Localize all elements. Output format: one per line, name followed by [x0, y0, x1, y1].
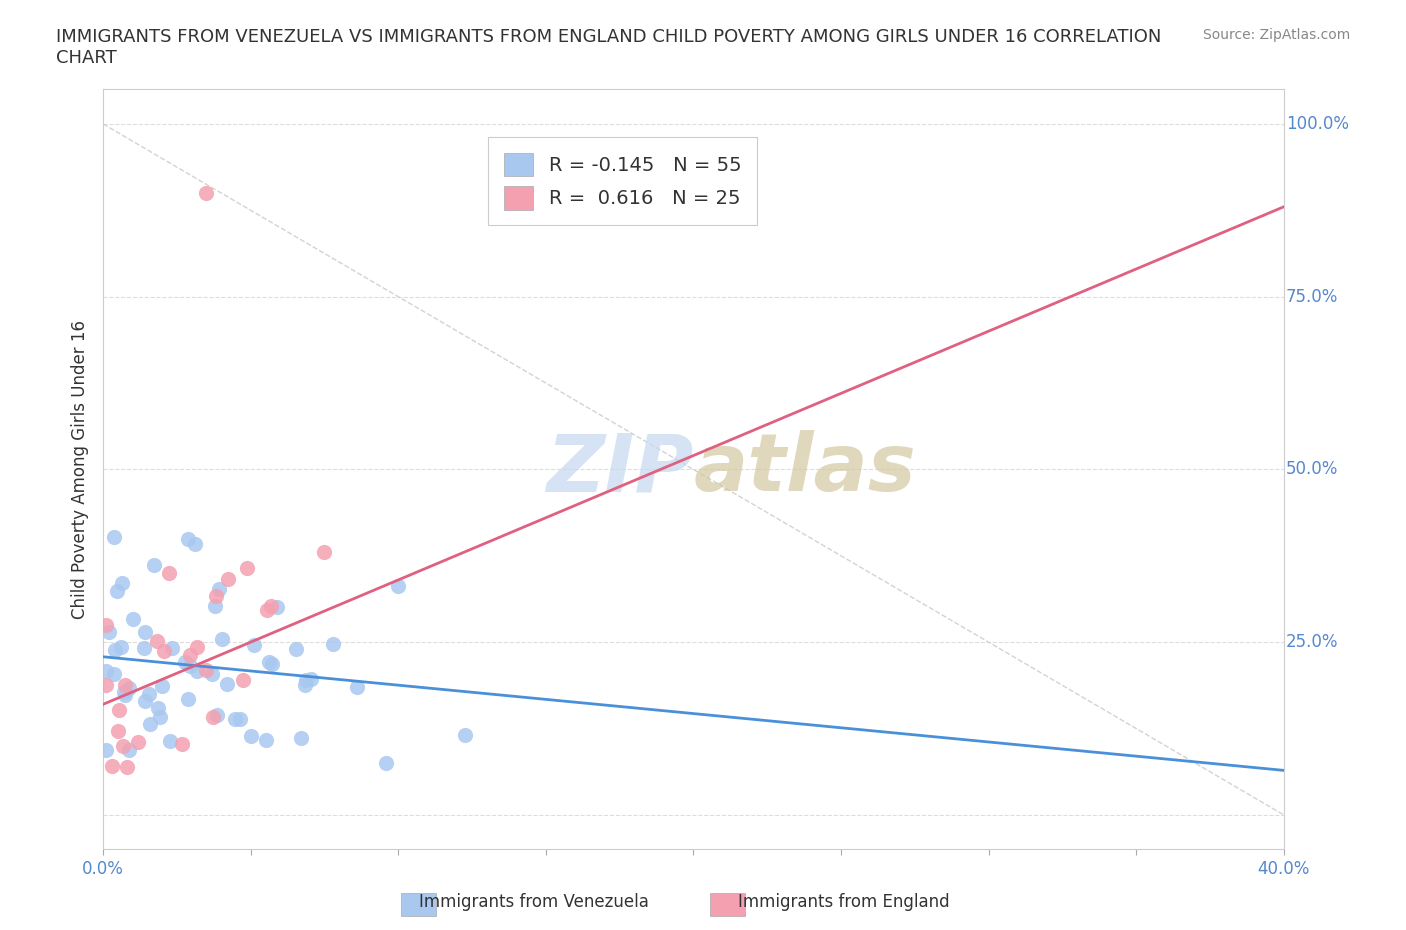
Point [114, 688, 136, 703]
Legend: R = -0.145   N = 55, R =  0.616   N = 25: R = -0.145 N = 55, R = 0.616 N = 25 [488, 137, 756, 225]
Point [294, 678, 316, 693]
Point [243, 638, 266, 653]
Point [150, 679, 173, 694]
Point [118, 742, 141, 757]
Point [254, 733, 277, 748]
Point [312, 544, 335, 559]
Text: IMMIGRANTS FROM VENEZUELA VS IMMIGRANTS FROM ENGLAND CHILD POVERTY AMONG GIRLS U: IMMIGRANTS FROM VENEZUELA VS IMMIGRANTS … [56, 28, 1161, 67]
Text: Immigrants from Venezuela: Immigrants from Venezuela [419, 894, 650, 911]
Point [97, 625, 120, 640]
Point [122, 612, 145, 627]
Point [195, 186, 218, 201]
Point [260, 599, 283, 614]
Text: ZIP: ZIP [546, 431, 693, 509]
Point [208, 581, 231, 596]
Point [146, 633, 169, 648]
Point [204, 599, 226, 614]
Point [103, 667, 125, 682]
Point [103, 529, 125, 544]
Point [153, 644, 176, 658]
Point [387, 578, 409, 593]
Point [256, 602, 278, 617]
Point [194, 663, 217, 678]
Point [112, 739, 135, 754]
Point [299, 671, 322, 686]
Point [138, 717, 160, 732]
Point [290, 731, 312, 746]
Point [266, 600, 288, 615]
Text: 75.0%: 75.0% [1286, 287, 1339, 306]
Point [257, 654, 280, 669]
Point [148, 700, 170, 715]
Point [114, 678, 136, 693]
Point [295, 672, 318, 687]
Point [134, 625, 156, 640]
Point [322, 636, 344, 651]
Point [107, 584, 129, 599]
Point [205, 708, 228, 723]
Point [108, 703, 131, 718]
Point [115, 760, 138, 775]
Point [149, 710, 172, 724]
Point [94, 618, 117, 632]
Point [157, 565, 180, 580]
Point [346, 679, 368, 694]
Point [101, 759, 124, 774]
Point [160, 641, 183, 656]
Text: atlas: atlas [693, 431, 917, 509]
Point [232, 673, 254, 688]
Point [228, 711, 250, 726]
Point [240, 729, 263, 744]
Text: Source: ZipAtlas.com: Source: ZipAtlas.com [1202, 28, 1350, 42]
Point [217, 571, 239, 586]
Point [177, 692, 200, 707]
Point [179, 648, 201, 663]
Point [107, 724, 129, 738]
Point [143, 558, 166, 573]
Point [201, 667, 224, 682]
Point [134, 693, 156, 708]
Point [132, 641, 155, 656]
Point [260, 657, 283, 671]
Point [177, 532, 200, 547]
Point [454, 727, 477, 742]
Point [94, 742, 117, 757]
Point [374, 755, 396, 770]
Point [211, 631, 233, 646]
Point [138, 686, 160, 701]
Text: Immigrants from England: Immigrants from England [738, 894, 949, 911]
Point [224, 711, 246, 726]
Point [111, 576, 134, 591]
Point [118, 680, 141, 695]
Point [104, 643, 127, 658]
Point [186, 639, 208, 654]
Point [236, 560, 259, 575]
Point [112, 684, 135, 699]
Point [159, 733, 181, 748]
Text: 100.0%: 100.0% [1286, 115, 1348, 133]
Point [94, 664, 117, 679]
Point [94, 677, 117, 692]
Point [172, 737, 194, 752]
Point [186, 664, 208, 679]
Point [173, 655, 195, 670]
Point [127, 735, 149, 750]
Point [179, 658, 201, 673]
Point [184, 537, 207, 551]
Point [110, 639, 132, 654]
Text: 50.0%: 50.0% [1286, 460, 1339, 478]
Y-axis label: Child Poverty Among Girls Under 16: Child Poverty Among Girls Under 16 [72, 320, 89, 618]
Text: 25.0%: 25.0% [1286, 633, 1339, 651]
Point [285, 642, 308, 657]
Point [205, 589, 228, 604]
Point [217, 676, 239, 691]
Point [202, 710, 225, 724]
